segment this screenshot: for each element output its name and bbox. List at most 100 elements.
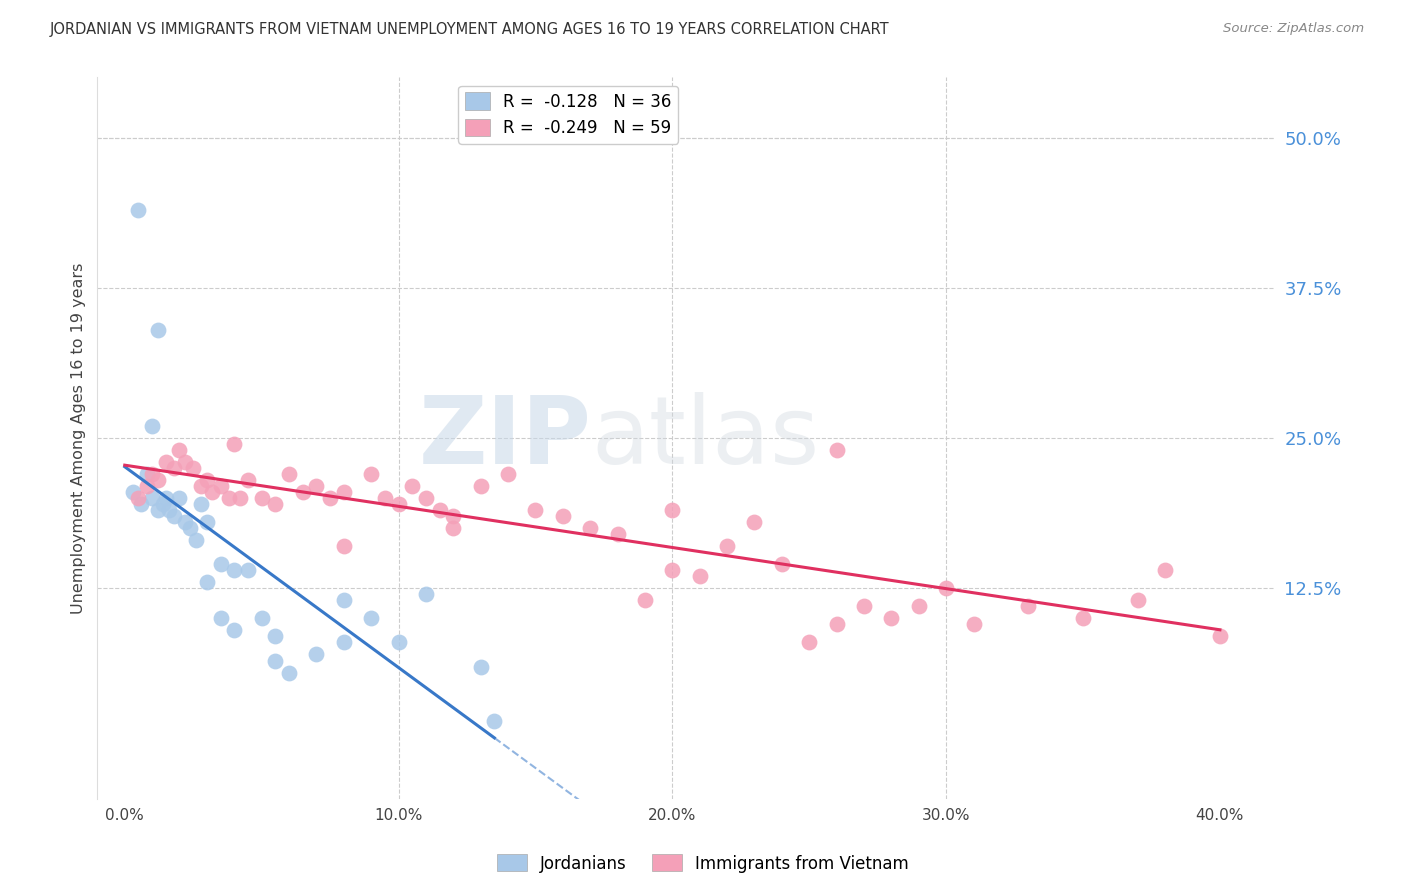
Text: atlas: atlas [592, 392, 820, 484]
Point [387, 497, 409, 511]
Point [229, 491, 252, 506]
Point [524, 503, 547, 517]
Point [1017, 599, 1039, 614]
Point [333, 635, 356, 649]
Point [195, 515, 218, 529]
Point [374, 491, 396, 506]
Point [429, 503, 451, 517]
Point [264, 653, 287, 667]
Point [141, 419, 163, 434]
Point [155, 455, 177, 469]
Point [1126, 593, 1149, 607]
Point [278, 467, 301, 482]
Point [127, 202, 149, 217]
Point [155, 491, 177, 506]
Point [209, 479, 232, 493]
Point [441, 509, 464, 524]
Point [770, 558, 793, 572]
Point [470, 659, 492, 673]
Point [264, 497, 287, 511]
Point [484, 714, 506, 728]
Point [333, 593, 356, 607]
Point [291, 485, 314, 500]
Point [209, 558, 232, 572]
Point [174, 455, 197, 469]
Point [825, 443, 848, 458]
Point [250, 611, 273, 625]
Point [264, 630, 287, 644]
Point [195, 473, 218, 487]
Point [333, 539, 356, 553]
Point [1071, 611, 1094, 625]
Text: JORDANIAN VS IMMIGRANTS FROM VIETNAM UNEMPLOYMENT AMONG AGES 16 TO 19 YEARS CORR: JORDANIAN VS IMMIGRANTS FROM VIETNAM UNE… [49, 22, 889, 37]
Point [184, 533, 207, 548]
Point [141, 491, 163, 506]
Point [579, 521, 602, 535]
Point [1154, 563, 1177, 577]
Point [935, 582, 957, 596]
Point [250, 491, 273, 506]
Point [799, 635, 821, 649]
Point [278, 665, 301, 680]
Point [129, 497, 152, 511]
Text: ZIP: ZIP [419, 392, 592, 484]
Point [146, 473, 169, 487]
Point [174, 515, 197, 529]
Point [441, 521, 464, 535]
Point [853, 599, 876, 614]
Point [169, 443, 191, 458]
Point [146, 503, 169, 517]
Point [146, 323, 169, 337]
Point [179, 521, 201, 535]
Point [195, 575, 218, 590]
Point [135, 479, 157, 493]
Point [122, 485, 145, 500]
Point [135, 467, 157, 482]
Point [224, 563, 246, 577]
Point [744, 515, 766, 529]
Point [333, 485, 356, 500]
Point [880, 611, 903, 625]
Point [236, 563, 259, 577]
Point [319, 491, 342, 506]
Point [169, 491, 191, 506]
Point [209, 611, 232, 625]
Point [305, 648, 328, 662]
Point [1209, 630, 1232, 644]
Point [661, 563, 683, 577]
Point [305, 479, 328, 493]
Point [470, 479, 492, 493]
Point [224, 437, 246, 451]
Point [190, 497, 212, 511]
Point [236, 473, 259, 487]
Point [387, 635, 409, 649]
Point [127, 491, 149, 506]
Point [157, 503, 180, 517]
Point [661, 503, 683, 517]
Point [360, 467, 382, 482]
Point [415, 587, 437, 601]
Legend: R =  -0.128   N = 36, R =  -0.249   N = 59: R = -0.128 N = 36, R = -0.249 N = 59 [458, 86, 678, 144]
Point [606, 527, 628, 541]
Text: Source: ZipAtlas.com: Source: ZipAtlas.com [1223, 22, 1364, 36]
Point [201, 485, 224, 500]
Point [163, 461, 186, 475]
Point [496, 467, 519, 482]
Point [634, 593, 657, 607]
Point [152, 497, 174, 511]
Point [190, 479, 212, 493]
Point [141, 467, 163, 482]
Legend: Jordanians, Immigrants from Vietnam: Jordanians, Immigrants from Vietnam [491, 847, 915, 880]
Point [551, 509, 574, 524]
Point [716, 539, 738, 553]
Point [181, 461, 204, 475]
Point [163, 509, 186, 524]
Y-axis label: Unemployment Among Ages 16 to 19 years: Unemployment Among Ages 16 to 19 years [72, 262, 86, 614]
Point [360, 611, 382, 625]
Point [825, 617, 848, 632]
Point [962, 617, 984, 632]
Point [689, 569, 711, 583]
Point [224, 624, 246, 638]
Point [401, 479, 423, 493]
Point [415, 491, 437, 506]
